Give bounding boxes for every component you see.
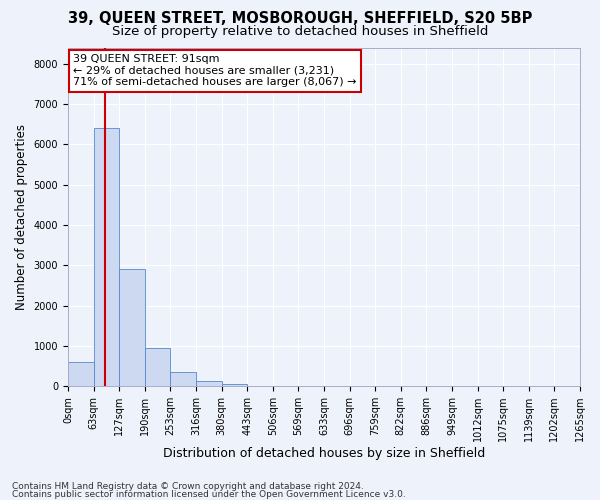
Bar (68, 362, 94, 386)
Y-axis label: Number of detached properties: Number of detached properties (15, 124, 28, 310)
Bar (119, 270, 145, 386)
X-axis label: Distribution of detached houses by size in Sheffield: Distribution of detached houses by size … (163, 447, 485, 460)
Text: 39 QUEEN STREET: 91sqm
← 29% of detached houses are smaller (3,231)
71% of semi-: 39 QUEEN STREET: 91sqm ← 29% of detached… (73, 54, 356, 88)
Text: 39, QUEEN STREET, MOSBOROUGH, SHEFFIELD, S20 5BP: 39, QUEEN STREET, MOSBOROUGH, SHEFFIELD,… (68, 11, 532, 26)
Bar (94, 128, 119, 386)
Text: Size of property relative to detached houses in Sheffield: Size of property relative to detached ho… (112, 25, 488, 38)
Bar (145, 348, 170, 386)
Bar (221, 384, 247, 386)
Bar (170, 372, 196, 386)
Text: Contains HM Land Registry data © Crown copyright and database right 2024.: Contains HM Land Registry data © Crown c… (12, 482, 364, 491)
Text: Contains public sector information licensed under the Open Government Licence v3: Contains public sector information licen… (12, 490, 406, 499)
Bar (196, 381, 221, 386)
